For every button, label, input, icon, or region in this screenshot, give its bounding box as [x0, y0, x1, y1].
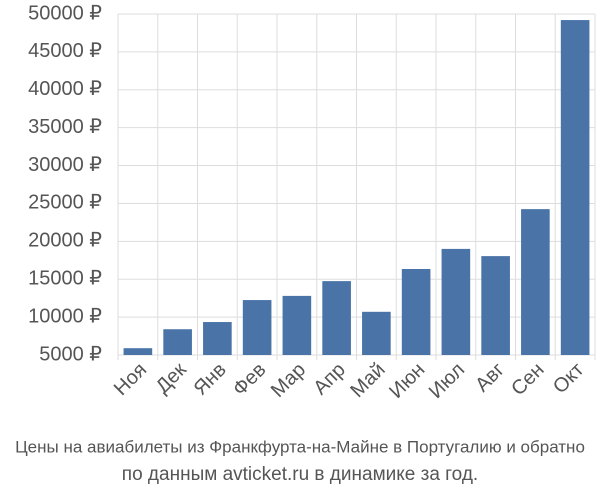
x-tick-label: Апр — [309, 359, 350, 400]
y-tick-label: 20000 ₽ — [28, 230, 102, 252]
bar — [481, 256, 510, 355]
bar — [203, 322, 232, 355]
y-tick-label: 10000 ₽ — [28, 305, 102, 327]
y-tick-label: 45000 ₽ — [28, 40, 102, 62]
y-tick-label: 5000 ₽ — [39, 343, 102, 365]
y-tick-label: 30000 ₽ — [28, 154, 102, 176]
bar — [441, 248, 471, 355]
bar — [123, 348, 153, 355]
bar — [401, 268, 431, 355]
bar — [282, 295, 312, 355]
x-tick-label: Окт — [549, 359, 588, 398]
x-tick-label: Сен — [507, 359, 548, 400]
bar — [322, 281, 351, 355]
y-tick-label: 15000 ₽ — [28, 268, 102, 290]
x-tick-label: Дек — [152, 359, 191, 398]
x-tick-label: Мар — [267, 359, 310, 402]
y-tick-label: 40000 ₽ — [28, 78, 102, 100]
bar — [521, 209, 550, 355]
x-tick-label: Май — [346, 359, 389, 402]
x-tick-label: Янв — [190, 359, 231, 400]
x-tick-label: Фев — [229, 359, 271, 401]
y-tick-label: 35000 ₽ — [28, 116, 102, 138]
bar — [560, 20, 590, 355]
caption: Цены на авиабилеты из Франкфурта-на-Майн… — [15, 437, 585, 456]
x-tick-label: Ноя — [110, 359, 151, 400]
x-tick-label: Июл — [425, 359, 469, 403]
caption: по данным avticket.ru в динамике за год. — [122, 464, 478, 485]
bar — [242, 300, 272, 355]
y-tick-label: 50000 ₽ — [28, 2, 102, 24]
bar — [163, 329, 192, 355]
x-tick-label: Авг — [471, 359, 509, 397]
x-tick-label: Июн — [385, 359, 429, 403]
bar — [362, 311, 391, 355]
y-tick-label: 25000 ₽ — [28, 192, 102, 214]
